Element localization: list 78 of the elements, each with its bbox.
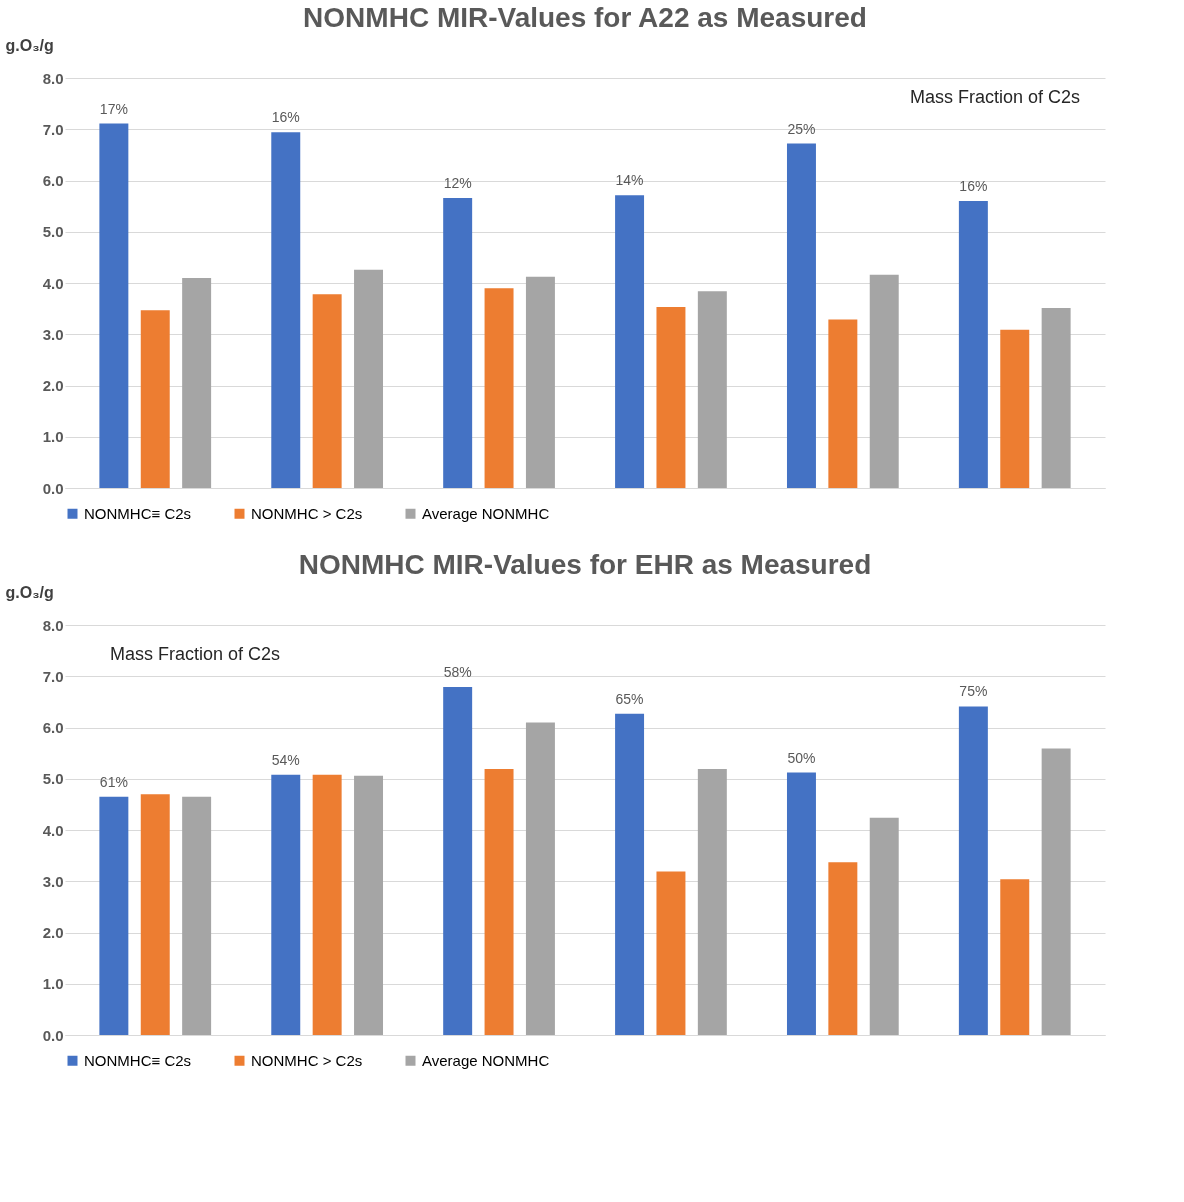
annotation: 16%	[271, 109, 300, 126]
bar	[99, 123, 129, 488]
y-tick-label: 6.0	[42, 719, 64, 736]
annotation: 54%	[271, 751, 300, 768]
bar	[312, 774, 342, 1035]
y-tick-label: 4.0	[42, 274, 64, 292]
bar	[697, 769, 727, 1035]
y-tick-label: 6.0	[42, 172, 64, 189]
y-tick-label: 1.0	[42, 428, 64, 446]
bar	[656, 871, 686, 1035]
bar	[525, 276, 555, 488]
bar	[1000, 329, 1030, 488]
bar	[1041, 748, 1071, 1035]
bar	[828, 319, 858, 488]
bar	[182, 796, 212, 1035]
chart-title: NONMHC MIR-Values for EHR as Measured	[298, 549, 872, 580]
bar	[1041, 308, 1071, 488]
y-tick-label: 0.0	[42, 1026, 64, 1044]
legend-label: NONMHC≡ C2s	[84, 504, 192, 522]
bar	[958, 201, 988, 488]
bar	[869, 817, 899, 1035]
bar	[140, 794, 170, 1035]
bar	[484, 288, 514, 488]
bar	[1000, 879, 1030, 1035]
annotation: Mass Fraction of C2s	[909, 87, 1081, 107]
bar	[786, 143, 816, 488]
legend-label: NONMHC > C2s	[251, 504, 363, 522]
bar	[615, 195, 645, 488]
annotation: 25%	[787, 120, 816, 137]
bar	[525, 722, 555, 1035]
y-tick-label: 4.0	[42, 821, 64, 839]
bar	[869, 274, 899, 488]
y-tick-label: 1.0	[42, 975, 64, 993]
annotation: 12%	[443, 174, 472, 191]
y-tick-label: 7.0	[42, 120, 64, 138]
annotation: 58%	[443, 664, 472, 681]
annotation: 16%	[959, 178, 988, 194]
bar	[354, 269, 384, 488]
y-tick-label: 8.0	[42, 69, 64, 87]
bar	[656, 307, 686, 488]
y-tick-label: 3.0	[42, 325, 64, 343]
annotation: 17%	[99, 100, 128, 117]
chart-title: NONMHC MIR-Values for A22 as Measured	[303, 2, 867, 33]
bar	[615, 713, 645, 1035]
bar	[182, 277, 212, 488]
y-tick-label: 7.0	[42, 667, 64, 685]
bar	[443, 197, 473, 488]
bar	[271, 774, 301, 1035]
legend-label: Average NONMHC	[422, 1051, 550, 1069]
bar	[99, 796, 129, 1035]
legend-label: NONMHC≡ C2s	[84, 1051, 192, 1069]
bar	[354, 775, 384, 1035]
bar	[443, 687, 473, 1035]
bar	[786, 772, 816, 1035]
bar	[697, 291, 727, 488]
y-tick-label: 0.0	[42, 479, 64, 497]
bar	[828, 862, 858, 1035]
bar	[271, 132, 301, 488]
annotation: 14%	[615, 172, 644, 189]
y-tick-label: 3.0	[42, 872, 64, 890]
bar	[484, 769, 514, 1035]
legend-label: Average NONMHC	[422, 504, 550, 522]
annotation: 75%	[959, 683, 988, 700]
y-tick-label: 8.0	[42, 616, 64, 634]
annotation: 65%	[615, 690, 644, 707]
annotation: 50%	[787, 749, 816, 766]
y-tick-label: 5.0	[42, 223, 64, 241]
bar	[312, 294, 342, 488]
bar	[958, 706, 988, 1035]
y-tick-label: 5.0	[42, 770, 64, 788]
legend-label: NONMHC > C2s	[251, 1051, 363, 1069]
y-tick-label: 2.0	[42, 377, 64, 394]
annotation: Mass Fraction of C2s	[109, 644, 281, 664]
y-axis-title: g.O₃/g	[5, 583, 54, 601]
bar	[140, 310, 170, 488]
annotation: 61%	[99, 773, 128, 790]
y-tick-label: 2.0	[42, 924, 64, 941]
y-axis-title: g.O₃/g	[5, 36, 54, 54]
